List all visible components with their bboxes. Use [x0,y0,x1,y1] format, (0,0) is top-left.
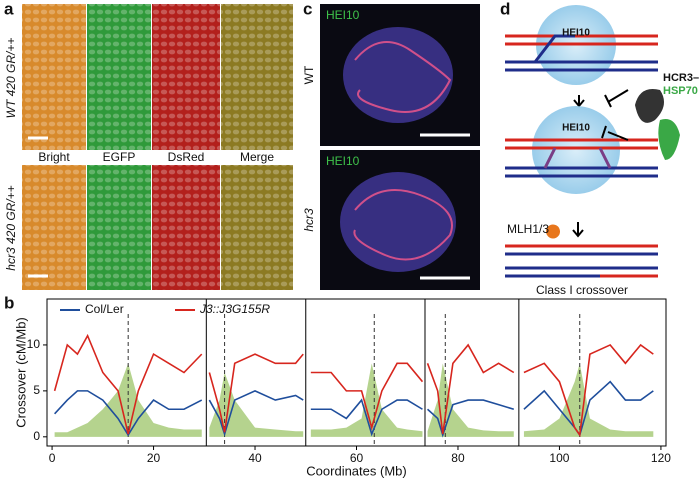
panel-label: b [4,293,14,312]
series-line [53,333,654,438]
row-label: hcr3 420 GR/++ [4,185,18,270]
row-label: WT 420 GR/++ [4,38,18,119]
column-label: DsRed [168,150,205,164]
legend-label: Col/Ler [85,302,124,316]
x-tick-label: 60 [350,451,364,465]
x-tick-label: 100 [549,451,569,465]
x-tick-label: 20 [147,451,161,465]
row-label: WT [302,65,316,84]
protein-label: HCR3– [663,72,699,84]
protein-label: MLH1/3 [507,222,549,236]
stain-label: HEI10 [326,8,360,22]
stain-label: HEI10 [326,154,360,168]
y-tick-label: 5 [33,383,40,397]
y-axis-title: Crossover (cM/Mb) [13,317,28,428]
y-tick-label: 10 [27,337,41,351]
x-tick-label: 120 [651,451,671,465]
model-diagram [505,5,680,278]
panel-label: d [500,0,510,18]
protein-label: HEI10 [562,28,590,39]
column-label: Merge [240,150,274,164]
column-label: EGFP [103,150,136,164]
x-tick-label: 0 [49,451,56,465]
row-label: hcr3 [302,208,316,232]
series-line [54,380,654,438]
density-area [54,363,654,437]
panel-label: a [4,0,14,18]
column-label: Bright [38,150,70,164]
protein-label: HEI10 [562,123,590,134]
legend-label: J3::J3G155R [199,302,270,316]
microscopy-grid [22,4,293,290]
x-axis-title: Coordinates (Mb) [306,463,406,478]
x-tick-label: 40 [248,451,262,465]
protein-label: HSP70 [663,85,698,97]
x-tick-label: 80 [451,451,465,465]
y-tick-label: 0 [33,429,40,443]
chromosome-image [320,4,480,290]
panel-label: c [303,0,312,18]
result-label: Class I crossover [536,283,628,297]
